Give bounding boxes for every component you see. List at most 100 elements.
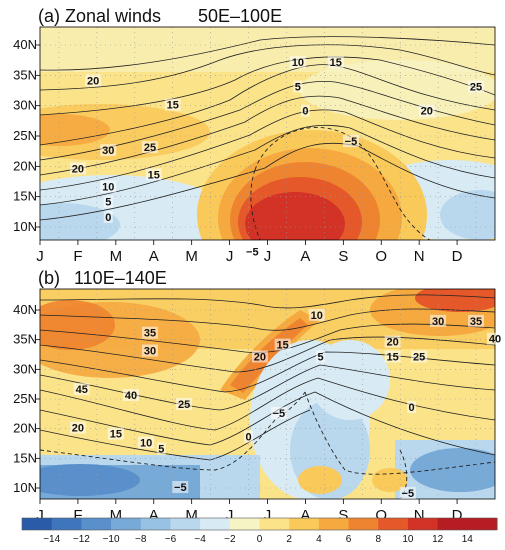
contour-label-bg <box>145 168 162 181</box>
contour-label: 10 <box>308 308 325 322</box>
x-tick-label: J <box>226 507 234 524</box>
contour-label-bg <box>100 144 117 157</box>
contour-label: 20 <box>69 162 86 175</box>
contour-label-text: 20 <box>387 337 399 349</box>
contour-label-text: −5 <box>273 408 286 420</box>
colorbar-tick-label: −14 <box>43 534 60 545</box>
y-tick-label: 20N <box>13 158 37 173</box>
contour-label: −5 <box>244 245 261 258</box>
colorbar-segment <box>318 518 350 530</box>
contour-label: 30 <box>430 314 447 328</box>
contour-label: 5 <box>316 350 326 363</box>
contour-label-bg <box>384 335 401 348</box>
contour-label-bg <box>468 314 485 327</box>
contour-label-text: 25 <box>470 81 482 93</box>
panel-a-contour-labels: 20 15 10 15 5 0 −5 20 25 30 25 20 15 10 5 0 −5 <box>69 56 485 258</box>
x-tick-label: A <box>300 507 310 524</box>
contour-label-text: 35 <box>144 328 156 340</box>
contour-label-bg <box>384 350 401 363</box>
contour-label: 5 <box>293 80 303 93</box>
contour-label-text: 30 <box>102 145 114 157</box>
y-tick-label: 15N <box>13 189 37 204</box>
contour-label-bg <box>327 56 344 69</box>
contour-label: −5 <box>172 481 189 494</box>
contour-label-bg <box>176 397 193 410</box>
colorbar-segment <box>289 518 320 530</box>
x-tick-label: J <box>264 507 272 524</box>
colorbar-segment <box>140 518 171 530</box>
contour-label: 35 <box>468 314 485 328</box>
colorbar-segment <box>81 518 112 530</box>
colorbar-segment <box>348 518 379 530</box>
x-tick-label: F <box>73 507 82 524</box>
contour-label-text: 0 <box>302 106 308 118</box>
y-tick-label: 25N <box>13 128 37 143</box>
x-tick-label: A <box>149 507 159 524</box>
contour-label-text: 20 <box>72 163 84 175</box>
contour-label-bg <box>244 245 261 258</box>
contour-label: 35 <box>141 326 158 340</box>
x-tick-label: A <box>300 248 310 265</box>
contour-label-text: 25 <box>178 399 190 411</box>
colorbar-tick-label: 14 <box>462 534 474 545</box>
contour-label-text: 10 <box>102 182 114 194</box>
colorbar-tick-label: −2 <box>224 534 236 545</box>
contour-label-text: 15 <box>277 340 289 352</box>
colorbar-tick-label: 6 <box>346 534 352 545</box>
x-tick-label: J <box>264 248 272 265</box>
colorbar-tick-label: 4 <box>316 534 322 545</box>
contour-label: −5 <box>270 406 287 420</box>
contour-label-bg <box>103 210 113 223</box>
colorbar-tick-label: 8 <box>375 534 381 545</box>
contour-label-bg <box>107 427 124 440</box>
colorbar-segment <box>229 518 260 530</box>
x-tick-label: S <box>338 507 348 524</box>
y-tick-label: 40N <box>13 37 37 52</box>
contour-label-text: 30 <box>144 346 156 358</box>
x-tick-label: O <box>375 507 387 524</box>
contour-label-text: 5 <box>158 443 164 455</box>
y-tick-label: 10N <box>13 219 37 234</box>
contour-label-bg <box>399 486 416 499</box>
contour-label-bg <box>69 421 86 434</box>
colorbar-segment <box>200 518 231 530</box>
contour-label: 0 <box>103 210 113 224</box>
colorbar-segment <box>170 518 201 530</box>
contour-label-text: 10 <box>140 438 152 450</box>
contour-label-bg <box>172 481 189 493</box>
contour-label: 40 <box>487 332 503 346</box>
contour-label-text: 25 <box>144 142 156 154</box>
contour-label-text: 15 <box>330 57 342 69</box>
panel-a-y-axis: 10N 15N 20N 25N 30N 35N 40N <box>13 37 40 234</box>
contour-label-bg <box>244 430 254 443</box>
contour-label: 10 <box>138 436 155 450</box>
colorbar-segment <box>259 518 290 530</box>
contour-label: 10 <box>289 56 306 69</box>
colorbar-tick-label: 0 <box>257 534 263 545</box>
x-tick-label: J <box>226 248 234 265</box>
contour-label-text: 5 <box>318 351 324 363</box>
contour-label-bg <box>141 141 158 154</box>
contour-label-bg <box>123 389 139 402</box>
colorbar-tick-label: −10 <box>103 534 120 545</box>
contour-label-bg <box>141 344 158 357</box>
x-tick-label: A <box>149 248 159 265</box>
y-tick-label: 35N <box>13 332 37 347</box>
contour-label-text: 15 <box>148 169 160 181</box>
contour-label-text: −5 <box>345 136 358 148</box>
panel-a: (a) Zonal winds 50E–100E <box>13 6 496 265</box>
y-tick-label: 30N <box>13 361 37 376</box>
panel-a-grid <box>40 27 495 240</box>
contour-label-text: 20 <box>254 351 266 363</box>
contour-label-text: 25 <box>413 351 425 363</box>
contour-label-text: 10 <box>292 57 304 69</box>
contour-label-text: 30 <box>432 316 444 328</box>
contour-label-bg <box>138 436 155 449</box>
contour-label: 20 <box>85 74 102 87</box>
contour-label-text: 0 <box>105 212 111 224</box>
panel-b-heatmap <box>40 289 495 499</box>
contour-label: 45 <box>73 383 90 396</box>
colorbar-segment <box>467 518 498 530</box>
y-tick-label: 40N <box>13 302 37 317</box>
